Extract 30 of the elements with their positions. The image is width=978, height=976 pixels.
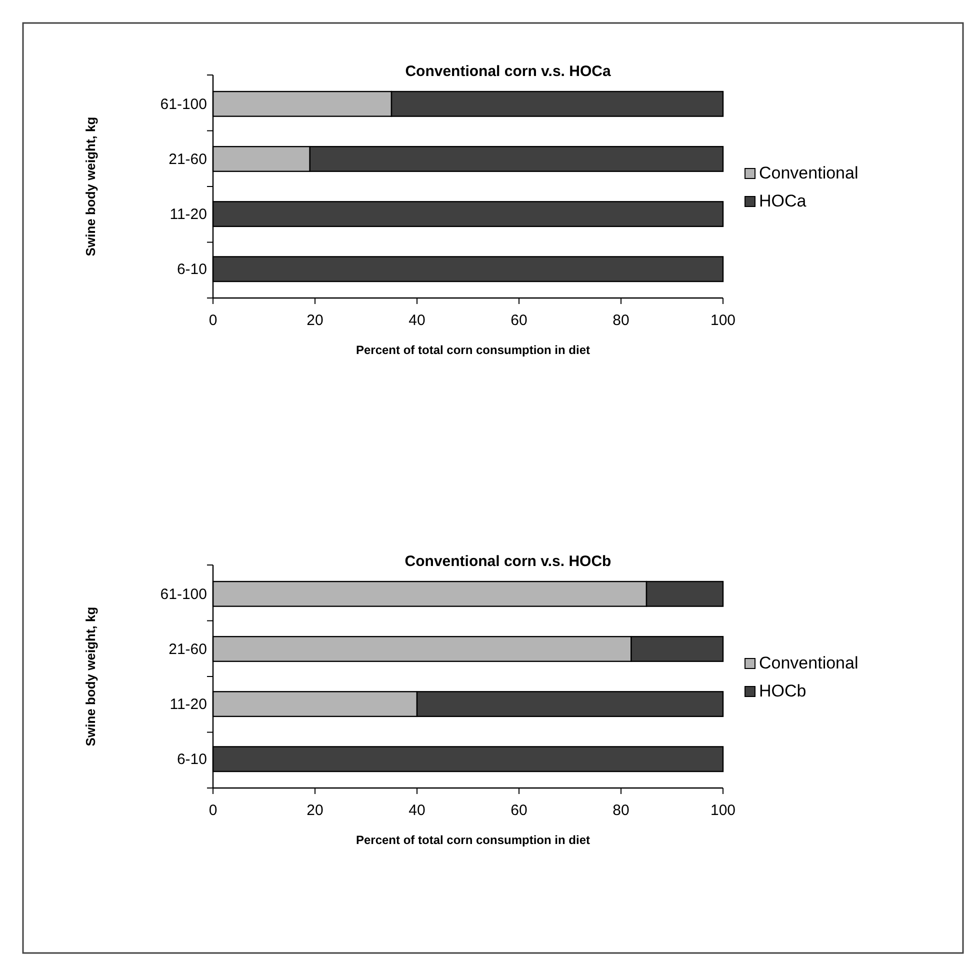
y-tick-label: 11-20 <box>170 206 207 224</box>
legend-label: HOCb <box>759 682 806 700</box>
chart-title: Conventional corn v.s. HOCb <box>404 553 612 570</box>
chart-title: Conventional corn v.s. HOCa <box>405 63 612 80</box>
x-tick-label: 60 <box>510 312 528 329</box>
x-axis-title: Percent of total corn consumption in diet <box>356 343 590 357</box>
x-tick-label: 40 <box>408 312 426 329</box>
x-axis-title: Percent of total corn consumption in diet <box>356 833 590 847</box>
y-tick-label: 21-60 <box>168 150 207 168</box>
x-tick-label: 60 <box>510 802 528 819</box>
x-tick-label: 40 <box>408 802 426 819</box>
x-tick-label: 80 <box>612 312 630 329</box>
y-axis-title: Swine body weight, kg <box>83 116 98 256</box>
x-tick-label: 80 <box>612 802 630 819</box>
x-tick-label: 20 <box>306 312 324 329</box>
x-tick-label: 20 <box>306 802 324 819</box>
y-tick-label: 21-60 <box>168 640 207 658</box>
x-tick-label: 0 <box>208 802 218 819</box>
x-tick-label: 0 <box>208 312 218 329</box>
y-tick-label: 6-10 <box>176 751 207 768</box>
y-tick-label: 61-100 <box>160 96 207 113</box>
y-tick-label: 6-10 <box>176 261 207 278</box>
legend-label: Conventional <box>759 654 858 672</box>
x-tick-label: 100 <box>710 312 736 329</box>
x-tick-label: 100 <box>710 802 736 819</box>
y-tick-label: 11-20 <box>170 696 207 714</box>
legend-label: Conventional <box>759 164 858 182</box>
legend-label: HOCa <box>759 192 807 210</box>
y-tick-label: 61-100 <box>160 586 207 603</box>
y-axis-title: Swine body weight, kg <box>83 606 98 746</box>
